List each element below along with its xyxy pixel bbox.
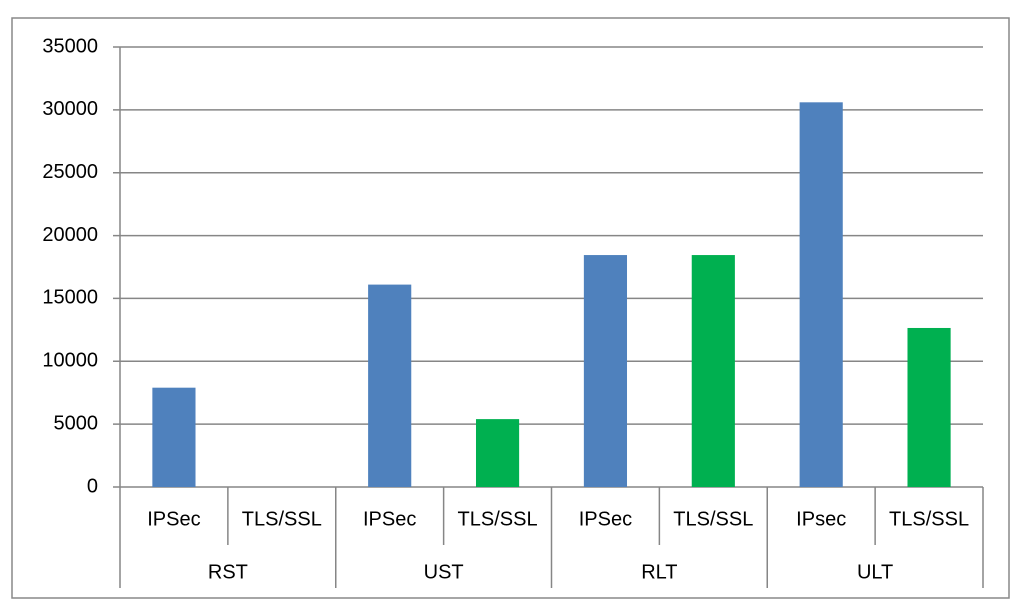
- x-tick-label: IPSec: [363, 508, 416, 530]
- bar: [368, 284, 412, 487]
- bar: [475, 419, 520, 487]
- bar: [152, 387, 196, 487]
- y-tick-label: 35000: [42, 35, 98, 57]
- group-label: UST: [424, 561, 464, 583]
- y-tick-label: 10000: [42, 350, 98, 372]
- x-tick-label: IPsec: [796, 508, 846, 530]
- group-label: ULT: [857, 561, 893, 583]
- bar: [907, 327, 951, 487]
- bar: [799, 102, 843, 488]
- x-tick-label: IPSec: [147, 508, 200, 530]
- bar: [583, 255, 628, 487]
- x-tick-label: TLS/SSL: [458, 508, 538, 530]
- y-tick-label: 0: [87, 475, 98, 497]
- bar: [691, 255, 735, 487]
- chart-border: [11, 17, 1010, 599]
- y-tick-label: 15000: [42, 287, 98, 309]
- x-tick-label: IPSec: [579, 508, 632, 530]
- y-tick-label: 25000: [42, 161, 98, 183]
- y-tick-label: 5000: [54, 412, 99, 434]
- y-tick-label: 30000: [42, 98, 98, 120]
- group-label: RLT: [641, 561, 677, 583]
- group-label: RST: [208, 561, 248, 583]
- x-tick-label: TLS/SSL: [673, 508, 753, 530]
- y-tick-label: 20000: [42, 224, 98, 246]
- x-tick-label: TLS/SSL: [889, 508, 969, 530]
- x-tick-label: TLS/SSL: [242, 508, 322, 530]
